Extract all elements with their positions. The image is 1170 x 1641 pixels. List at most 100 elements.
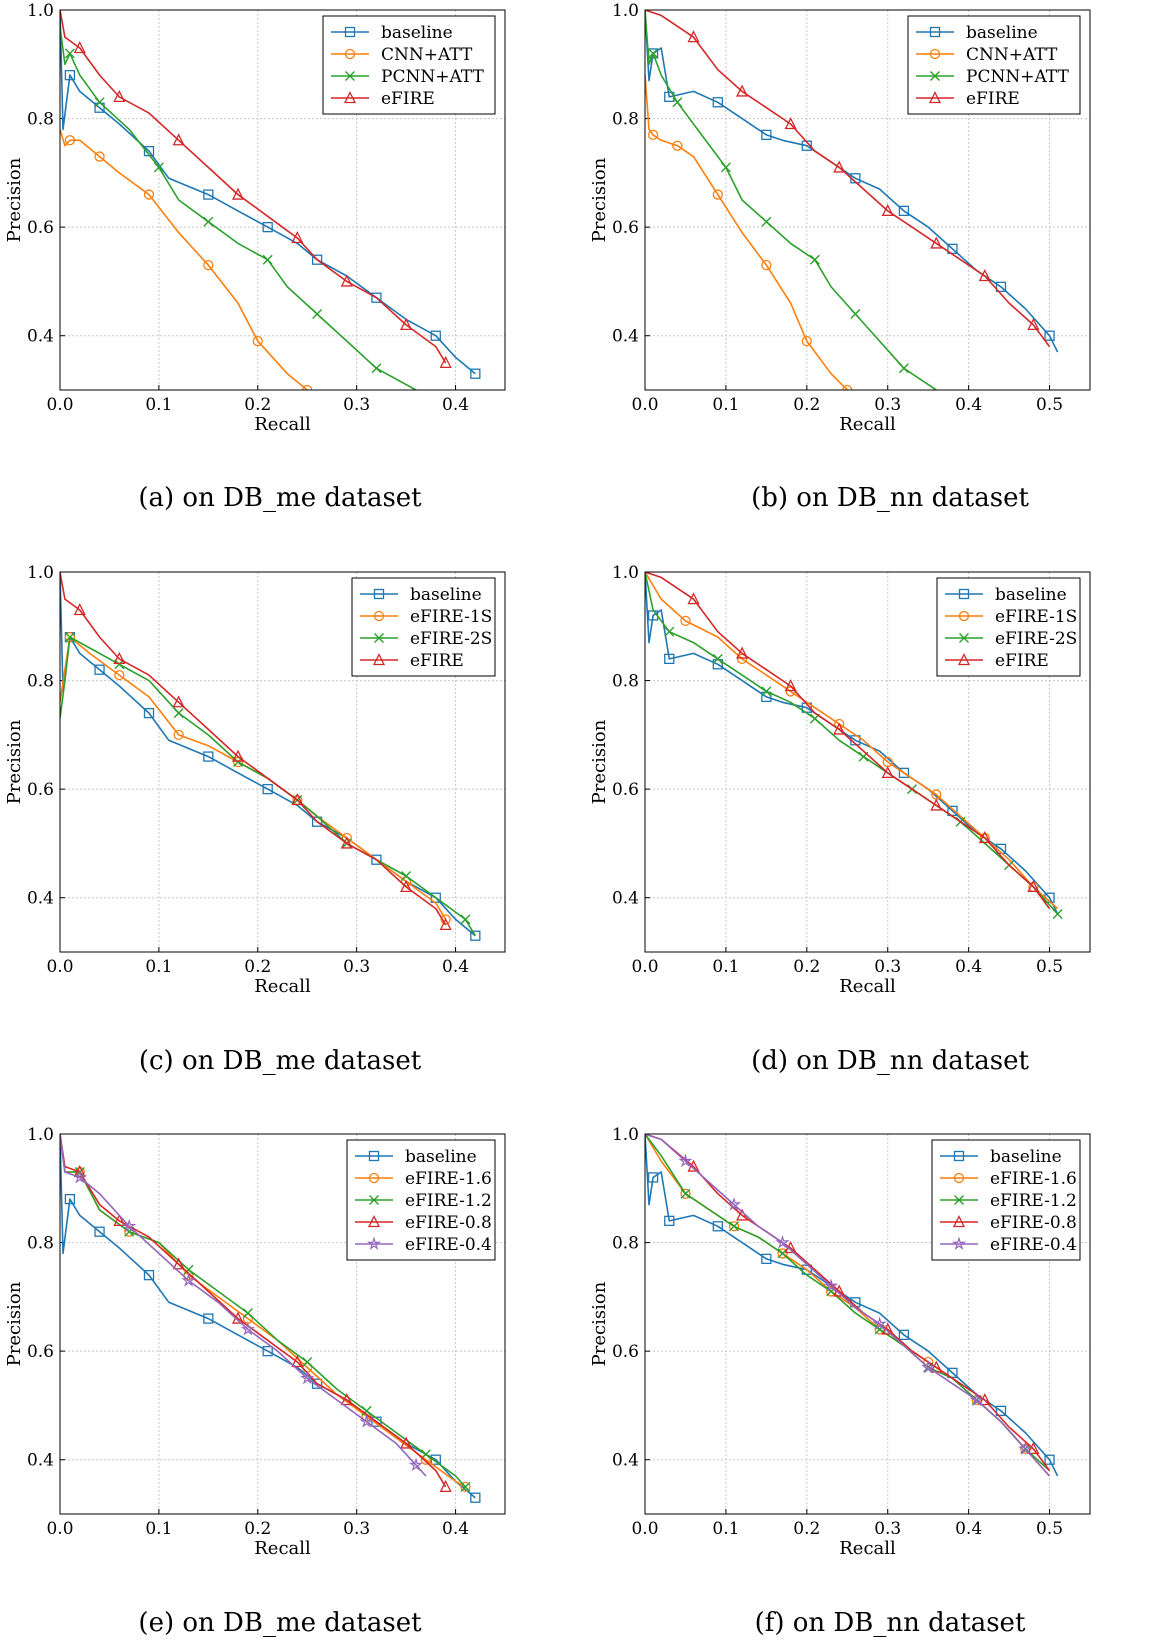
data-point [203,751,214,762]
data-point [728,1221,740,1232]
data-point [231,749,245,762]
x-tick-label: 0.1 [712,1519,739,1539]
chart-d: 0.0 0.1 0.2 0.3 0.4 0.5 0.4 0.6 0.8 1.0 Recall Prec… [589,563,1091,997]
x-tick-label: 0.3 [874,395,901,415]
data-point [930,798,943,811]
legend-label: eFIRE [381,89,435,109]
caption-e: (e) on DB_me dataset [138,1608,422,1638]
data-point [842,384,853,390]
data-point [784,679,797,692]
data-point [978,269,991,282]
legend-marker [928,91,942,104]
data-point [94,97,105,108]
data-point [775,1235,790,1249]
grid [644,9,1090,390]
x-tick-label: 0.0 [46,957,73,977]
y-tick-label: 1.0 [27,1125,54,1145]
data-point [777,1248,788,1259]
y-tick-label: 1.0 [612,563,639,583]
x-tick-label: 0.2 [244,395,271,415]
data-point [784,117,797,130]
data-point [172,695,185,708]
y-tick-label: 1.0 [612,1,639,21]
data-point [881,203,894,217]
data-point [240,1321,256,1336]
data-point [400,1436,413,1449]
y-tick-label: 0.4 [612,327,639,347]
data-point [262,783,273,795]
data-point [173,708,184,719]
legend-marker [929,48,941,60]
y-tick-label: 0.8 [612,110,639,130]
series-PCNN+ATT [645,10,938,390]
series-line [60,636,476,937]
data-point [872,1316,887,1331]
legend-label: PCNN+ATT [381,67,484,87]
data-point [761,1253,772,1265]
legend-marker [930,71,940,81]
x-tick-label: 0.1 [145,395,172,415]
data-point [1044,1454,1055,1465]
series-line [60,572,447,926]
data-point [153,162,164,173]
x-tick-label: 0.0 [631,1519,658,1539]
legend-marker [343,91,357,104]
x-tick-label: 0.3 [343,957,370,977]
data-point [262,254,273,265]
y-tick-label: 0.4 [612,1451,639,1471]
legend-marker [374,633,384,643]
legend-label: eFIRE-1S [410,607,492,627]
data-point [777,1248,788,1259]
legend-label: eFIRE-1.2 [990,1191,1077,1211]
legend-label: eFIRE-2S [410,629,492,649]
legend: baselineeFIRE-1.6eFIRE-1.2eFIRE-0.8eFIRE… [931,1139,1081,1261]
legend-label: eFIRE [995,651,1049,671]
x-tick-label: 0.0 [631,957,658,977]
data-point [672,97,683,108]
series-eFIRE [645,10,1051,348]
x-tick-label: 0.5 [1036,1519,1063,1539]
legend-marker [957,653,971,666]
data-point [439,1479,452,1493]
legend-label: baseline [990,1147,1062,1167]
data-point [648,48,659,59]
series-line [60,1134,447,1488]
grid [644,571,1090,952]
y-tick-label: 0.4 [27,1451,54,1471]
data-point [302,384,313,390]
legend-label: eFIRE [410,651,464,671]
data-point [113,1213,126,1227]
data-point [439,917,452,931]
data-point [421,391,430,400]
x-axis-label: Recall [839,976,896,997]
x-tick-label: 0.0 [46,1519,73,1539]
data-point [340,274,353,287]
legend: baselineeFIRE-1.6eFIRE-1.2eFIRE-0.8eFIRE… [346,1139,496,1261]
y-tick-label: 0.6 [27,1342,54,1362]
legend-label: baseline [966,23,1038,43]
data-point [361,1405,372,1416]
chart-f: 0.0 0.1 0.2 0.3 0.4 0.5 0.4 0.6 0.8 1.0 Recall Prec… [589,1125,1091,1559]
y-tick-label: 0.6 [612,218,639,238]
y-axis-label: Precision [589,157,610,242]
grid [59,1133,505,1514]
data-point [761,259,772,271]
x-tick-label: 0.3 [874,957,901,977]
data-point [712,653,723,664]
legend-label: eFIRE-1S [995,607,1077,627]
data-point [898,1329,910,1341]
series-line [645,75,848,390]
x-tick-label: 0.4 [955,1519,982,1539]
x-tick-label: 0.4 [955,395,982,415]
data-point [181,1273,196,1287]
data-point [371,292,382,303]
y-tick-label: 0.4 [27,889,54,909]
x-tick-label: 0.2 [244,957,271,977]
data-point [470,1492,481,1503]
caption-f: (f) on DB_nn dataset [754,1608,1026,1638]
legend-marker [367,1215,381,1228]
data-point [712,1221,723,1232]
data-point [460,914,471,925]
y-axis-label: Precision [4,157,25,242]
data-point [1027,317,1040,331]
